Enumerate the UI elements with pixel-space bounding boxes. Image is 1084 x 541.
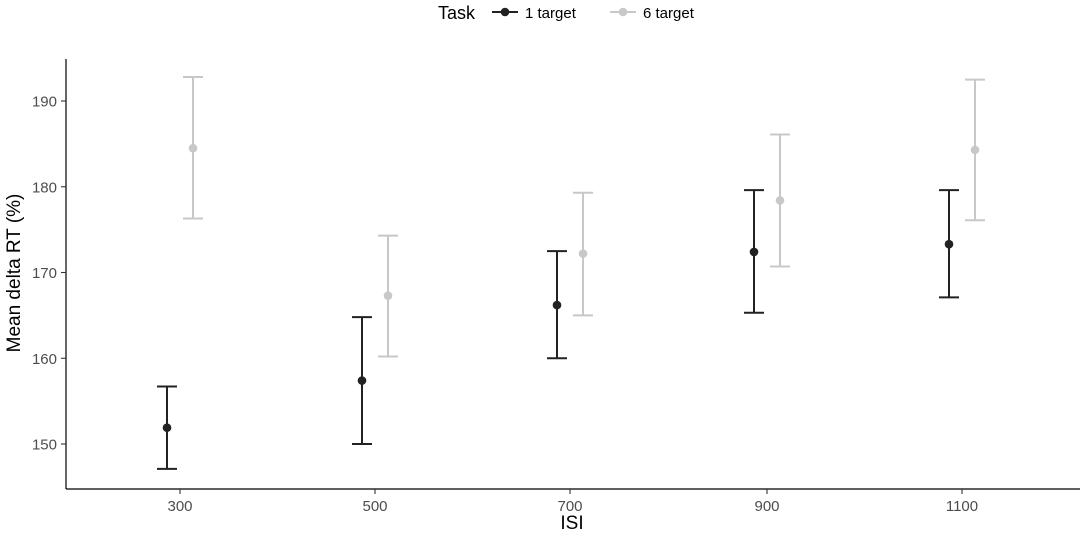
y-tick-label: 160 — [32, 351, 57, 368]
x-tick-label: 900 — [754, 498, 779, 515]
y-tick-label: 150 — [32, 437, 57, 454]
legend-item: 6 target — [610, 5, 695, 22]
data-point — [188, 143, 198, 153]
data-point — [162, 423, 172, 433]
x-tick-label: 500 — [362, 498, 387, 515]
legend-label: 1 target — [525, 5, 577, 22]
x-tick-label: 300 — [167, 498, 192, 515]
y-tick-label: 190 — [32, 94, 57, 111]
data-point — [944, 239, 954, 249]
y-tick-label: 170 — [32, 265, 57, 282]
x-axis-label: ISI — [560, 513, 583, 534]
x-tick-label: 1100 — [946, 498, 978, 515]
y-tick-label: 180 — [32, 179, 57, 196]
plot-marks — [157, 75, 985, 470]
data-point — [578, 249, 588, 258]
y-axis-label: Mean delta RT (%) — [4, 194, 25, 353]
data-point — [552, 300, 562, 310]
legend: Task 1 target 6 target — [438, 3, 695, 23]
legend-label: 6 target — [643, 5, 695, 22]
legend-item: 1 target — [492, 5, 577, 22]
x-tick-label: 700 — [557, 498, 582, 515]
data-point — [383, 291, 393, 300]
axes: 150 160 170 180 190 300 500 700 900 1100 ISI Mea… — [4, 59, 1080, 534]
data-point — [970, 145, 980, 155]
series-1-target — [157, 189, 959, 470]
data-point — [749, 247, 759, 257]
legend-key-point — [500, 7, 510, 17]
legend-title: Task — [438, 3, 476, 23]
data-point — [357, 376, 367, 385]
legend-key-point — [618, 7, 628, 17]
data-point — [775, 196, 785, 205]
series-6-target — [183, 75, 985, 358]
